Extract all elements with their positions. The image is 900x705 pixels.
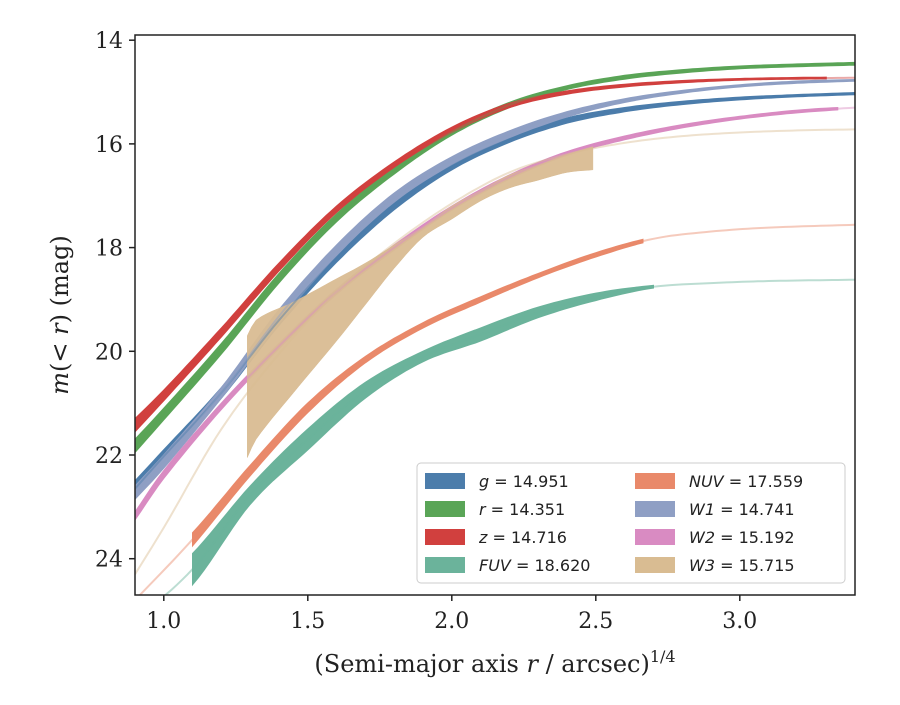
series-line-w3 [135,128,855,575]
bands-layer [135,61,855,587]
series-line-z [135,76,855,426]
y-ticks: 14 16 18 20 22 24 [95,29,135,573]
series-band-w3 [247,146,594,458]
plot-frame [134,34,856,596]
x-axis-label-pre: (Semi-major axis [314,650,526,678]
y-tick-label: 14 [95,29,123,54]
legend-label-w3: W3 = 15.715 [689,556,795,575]
y-axis-label-m: m [46,372,74,395]
legend: g = 14.951 r = 14.351 z = 14.716 FUV = 18.6… [416,462,846,584]
y-axis-label-r: r [46,322,74,335]
legend-swatch-z [425,529,465,545]
y-tick-label: 20 [95,340,123,365]
y-tick-label: 18 [95,237,123,262]
x-tick-label: 2.0 [434,609,469,634]
legend-box [416,462,846,584]
legend-label-w1: W1 = 14.741 [689,500,795,519]
legend-items: g = 14.951 r = 14.351 z = 14.716 FUV = 18.6… [425,472,803,575]
x-ticks: 1.0 1.5 2.0 2.5 3.0 [146,595,757,634]
y-tick-label: 22 [95,444,123,469]
y-axis-label: m(< r) (mag) [46,235,74,395]
legend-label-nuv: NUV = 17.559 [689,472,803,491]
legend-swatch-fuv [425,557,465,573]
x-axis-label-sup: 1/4 [650,647,676,666]
series-band-w1 [135,78,855,500]
series-line-w1 [135,79,855,494]
legend-label-fuv: FUV = 18.620 [479,556,590,575]
series-band-nuv [192,238,644,548]
x-axis-label: (Semi-major axis r / arcsec)1/4 [314,647,675,678]
legend-swatch-w2 [635,529,675,545]
x-tick-label: 1.0 [146,609,181,634]
series-band-fuv [192,284,654,587]
series-line-fuv [163,278,855,595]
series-line-w2 [135,106,855,517]
x-tick-label: 1.5 [290,609,325,634]
legend-label-r: r = 14.351 [479,500,565,519]
y-axis-label-inner: (< [46,335,74,372]
legend-label-w2: W2 = 15.192 [689,528,795,547]
y-axis-label-unit: (mag) [46,235,74,314]
x-axis-label-post: / arcsec) [538,650,650,678]
x-axis-label-var: r [526,650,539,678]
legend-swatch-r [425,501,465,517]
x-tick-label: 2.5 [578,609,613,634]
x-tick-label: 3.0 [722,609,757,634]
legend-swatch-w3 [635,557,675,573]
y-tick-label: 24 [95,548,123,573]
y-tick-label: 16 [95,133,123,158]
legend-label-g: g = 14.951 [479,472,569,491]
series-line-r [135,62,855,447]
legend-label-z: z = 14.716 [478,528,567,547]
legend-swatch-nuv [635,473,675,489]
series-band-z [135,76,827,433]
series-line-g [135,92,855,490]
legend-swatch-w1 [635,501,675,517]
legend-swatch-g [425,473,465,489]
lines-layer [135,62,855,595]
y-axis-label-close: ) [46,314,74,323]
series-line-nuv [138,223,855,595]
